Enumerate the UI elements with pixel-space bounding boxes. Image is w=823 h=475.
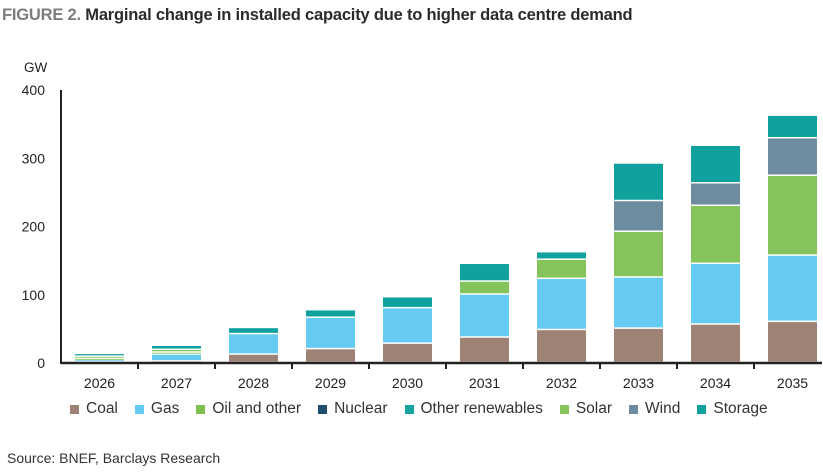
bar-segment-wind-2033 (614, 201, 663, 231)
figure-title: Marginal change in installed capacity du… (85, 6, 633, 24)
legend-swatch (629, 404, 639, 414)
figure-label: FIGURE 2. (2, 6, 81, 24)
bar-segment-storage-2032 (537, 252, 586, 259)
bar-segment-storage-2026 (75, 354, 124, 356)
x-tick-label: 2033 (623, 375, 654, 391)
bar-segment-coal-2032 (537, 330, 586, 362)
bar-segment-wind-2035 (768, 138, 817, 175)
legend-label: Oil and other (212, 400, 302, 417)
bar-segment-gas-2031 (460, 294, 509, 337)
legend-label: Storage (713, 400, 768, 417)
legend-label: Gas (150, 400, 180, 417)
legend-label: Coal (86, 400, 118, 417)
bar-segment-oil-and-other-2027 (152, 352, 201, 354)
bar-segment-coal-2034 (691, 324, 740, 362)
legend-item-gas: Gas (134, 400, 180, 418)
bar-segment-gas-2027 (152, 354, 201, 361)
bar-segment-solar-2031 (460, 281, 509, 294)
legend-swatch (318, 404, 328, 414)
bar-segment-solar-2034 (691, 206, 740, 263)
source-note: Source: BNEF, Barclays Research (7, 450, 221, 466)
y-tick-label: 100 (22, 287, 46, 303)
legend-swatch (134, 404, 144, 414)
y-tick-label: 200 (22, 219, 46, 235)
bar-segment-coal-2035 (768, 322, 817, 362)
bar-segment-wind-2034 (691, 183, 740, 205)
legend-item-solar: Solar (559, 400, 613, 418)
chart-title: FIGURE 2. Marginal change in installed c… (2, 6, 633, 25)
bar-segment-storage-2029 (306, 310, 355, 317)
legend-label: Solar (575, 400, 613, 417)
bar-segment-storage-2031 (460, 264, 509, 281)
x-tick-label: 2027 (161, 375, 192, 391)
legend-item-nuclear: Nuclear (318, 400, 388, 418)
bar-segment-gas-2035 (768, 255, 817, 321)
x-tick-label: 2028 (238, 375, 269, 391)
bar-segment-storage-2027 (152, 345, 201, 349)
bar-segment-gas-2032 (537, 279, 586, 329)
bar-segment-coal-2030 (383, 343, 432, 362)
bar-segment-storage-2033 (614, 163, 663, 200)
bar-segment-solar-2027 (152, 350, 201, 352)
bar-segment-oil-and-other-2026 (75, 358, 124, 360)
legend-swatch (559, 404, 569, 414)
bar-segment-storage-2034 (691, 145, 740, 183)
legend-item-wind: Wind (629, 400, 680, 418)
x-tick-label: 2034 (700, 375, 731, 391)
y-axis-ticks: 0 100 200 300 400 (22, 82, 46, 371)
legend: Coal Gas Oil and other Nuclear Other renewab… (70, 400, 785, 418)
bar-segment-solar-2033 (614, 231, 663, 277)
bar-segment-coal-2031 (460, 337, 509, 362)
bar-segment-coal-2028 (229, 354, 278, 362)
bar-segment-gas-2034 (691, 264, 740, 324)
legend-label: Wind (645, 400, 681, 417)
legend-item-other-renewables: Other renewables (404, 400, 543, 418)
bar-segment-gas-2030 (383, 308, 432, 343)
legend-label: Other renewables (420, 400, 543, 417)
bar-segment-solar-2035 (768, 175, 817, 255)
x-tick-label: 2032 (546, 375, 577, 391)
legend-item-oil-and-other: Oil and other (196, 400, 301, 418)
legend-item-coal: Coal (70, 400, 118, 418)
legend-label: Nuclear (334, 400, 388, 417)
y-tick-label: 400 (22, 82, 46, 98)
bar-segment-solar-2026 (75, 356, 124, 358)
legend-item-storage: Storage (697, 400, 768, 418)
x-tick-label: 2035 (777, 375, 808, 391)
bar-segment-storage-2035 (768, 115, 817, 137)
bar-segment-storage-2030 (383, 297, 432, 307)
bar-segment-gas-2029 (306, 317, 355, 348)
legend-swatch (70, 404, 79, 414)
x-tick-label: 2026 (84, 375, 115, 391)
x-tick-label: 2031 (469, 375, 500, 391)
bar-segment-coal-2029 (306, 349, 355, 362)
bar-segment-gas-2026 (75, 360, 124, 362)
x-tick-label: 2029 (315, 375, 346, 391)
legend-swatch (404, 404, 414, 414)
y-tick-label: 300 (22, 150, 46, 166)
x-tick-label: 2030 (392, 375, 423, 391)
y-tick-label: 0 (37, 355, 45, 371)
x-axis-ticks: 2026 2027 2028 2029 2030 2031 2032 2033 2034 2035 (84, 363, 808, 391)
legend-swatch (697, 404, 707, 414)
bar-segment-gas-2028 (229, 334, 278, 354)
bar-segment-storage-2028 (229, 328, 278, 333)
y-axis-unit-label: GW (24, 60, 48, 75)
bars-group (75, 115, 817, 364)
bar-segment-solar-2032 (537, 259, 586, 278)
bar-segment-gas-2033 (614, 277, 663, 328)
bar-segment-coal-2033 (614, 328, 663, 362)
legend-swatch (196, 404, 206, 414)
